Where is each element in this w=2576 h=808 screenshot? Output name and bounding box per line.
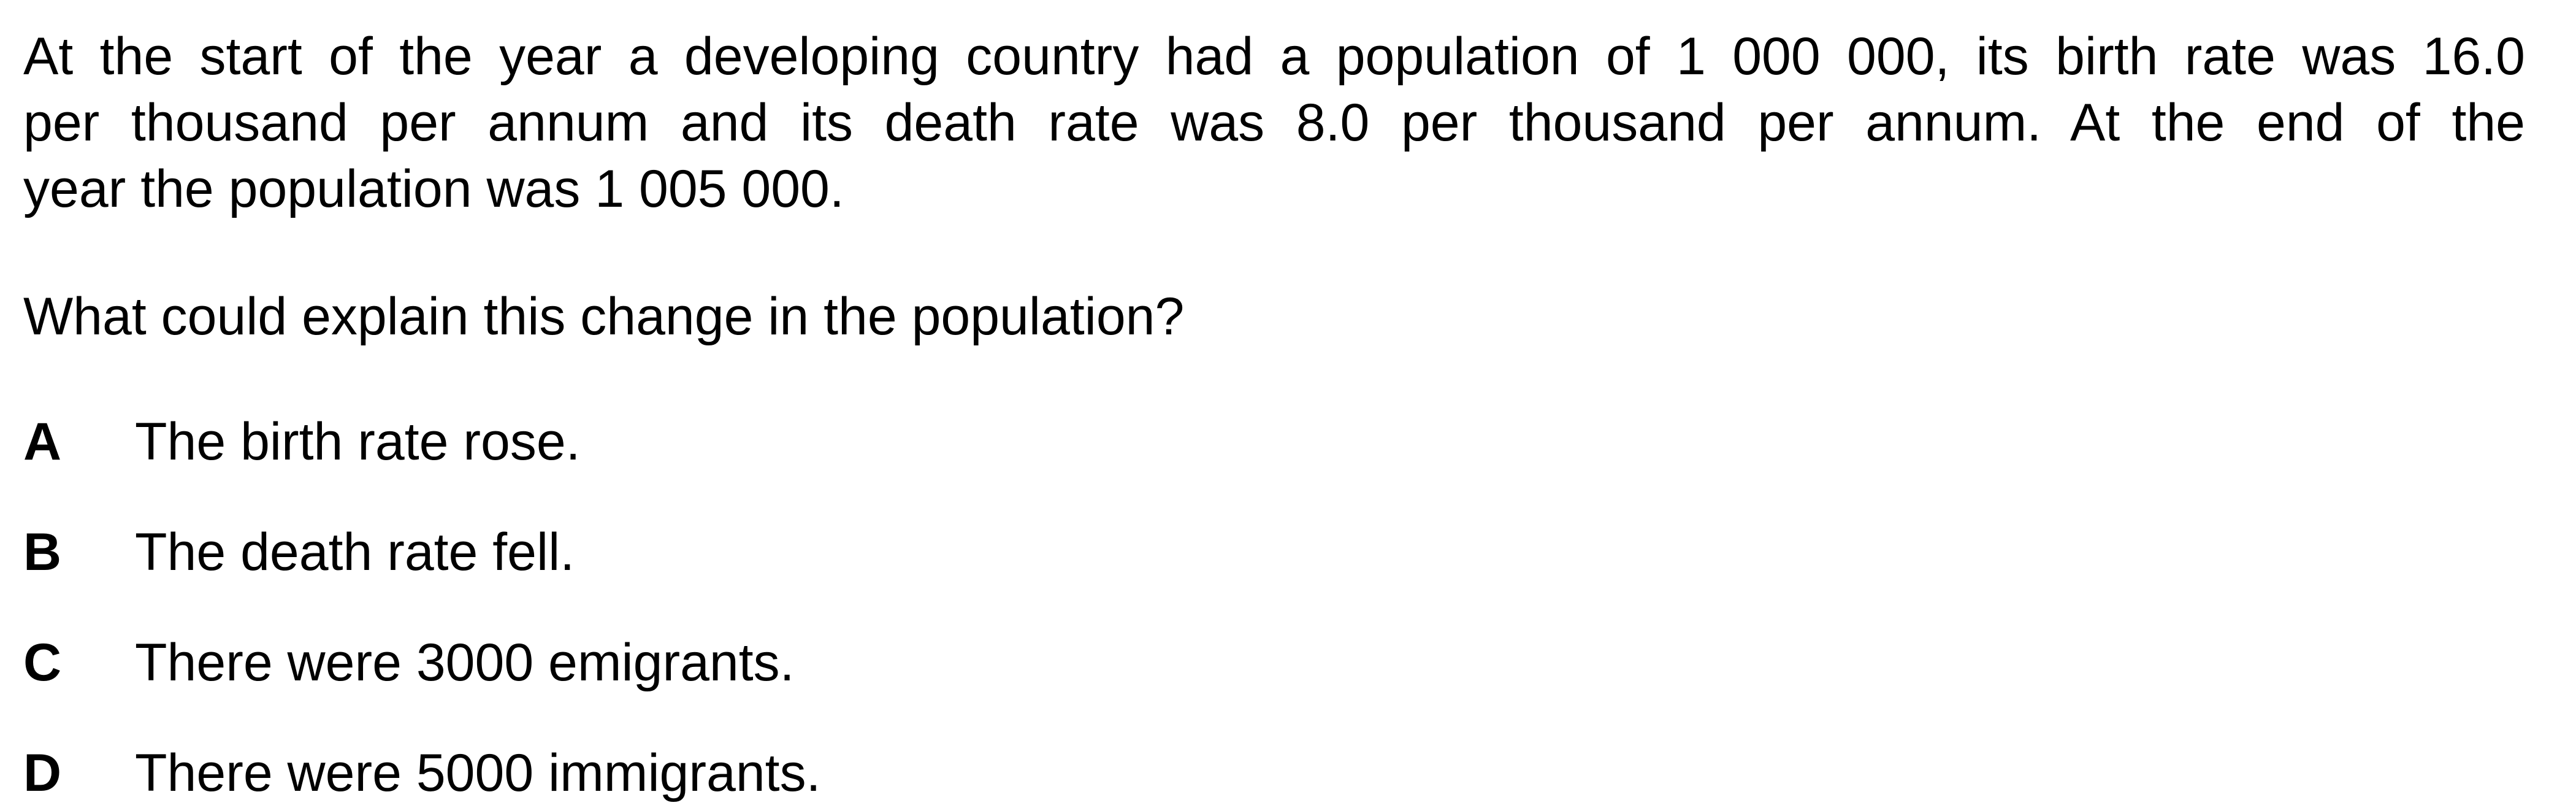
option-letter: C bbox=[23, 633, 62, 692]
option-letter: D bbox=[23, 744, 62, 802]
stem-line-2: per thousand per annum and its death rat… bbox=[23, 93, 2525, 152]
option-text: There were 3000 emigrants. bbox=[135, 633, 795, 692]
question-prompt: What could explain this change in the po… bbox=[23, 287, 1185, 346]
question-stem: At the start of the year a developing co… bbox=[23, 23, 2525, 222]
stem-line-1: At the start of the year a developing co… bbox=[23, 27, 2525, 86]
option-letter: B bbox=[23, 523, 62, 582]
stem-line-3: year the population was 1 005 000. bbox=[23, 160, 844, 218]
option-text: The birth rate rose. bbox=[135, 412, 581, 471]
option-text: There were 5000 immigrants. bbox=[135, 744, 821, 802]
option-text: The death rate fell. bbox=[135, 523, 575, 582]
option-letter: A bbox=[23, 412, 62, 471]
